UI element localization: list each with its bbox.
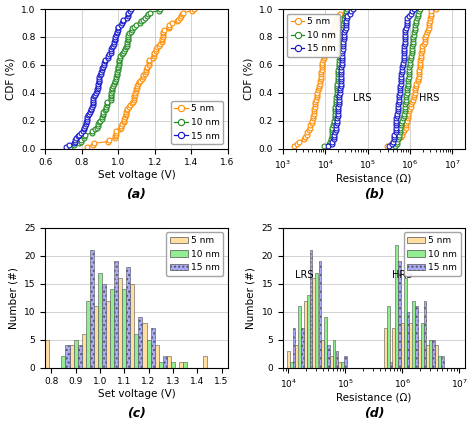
Bar [155, 345, 159, 368]
Bar [387, 306, 390, 368]
Bar [415, 306, 418, 368]
X-axis label: Resistance (Ω): Resistance (Ω) [336, 392, 411, 402]
Bar [341, 362, 344, 368]
Bar [395, 245, 398, 368]
Bar [312, 278, 316, 368]
Bar [392, 328, 395, 368]
Bar [82, 334, 86, 368]
Text: (a): (a) [127, 188, 146, 201]
Bar [338, 362, 341, 368]
Bar [65, 345, 70, 368]
Bar [429, 339, 432, 368]
Bar [287, 351, 290, 368]
Bar [45, 339, 49, 368]
Y-axis label: CDF (%): CDF (%) [243, 58, 253, 100]
Bar [151, 328, 155, 368]
Y-axis label: Number (#): Number (#) [246, 267, 256, 329]
Bar [418, 339, 421, 368]
Bar [86, 300, 90, 368]
Bar [159, 362, 163, 368]
Bar [114, 262, 118, 368]
Bar [73, 339, 78, 368]
Bar [407, 312, 410, 368]
Bar [438, 357, 441, 368]
Bar [94, 306, 98, 368]
Text: HRS: HRS [392, 270, 412, 280]
Bar [336, 351, 338, 368]
Bar [421, 323, 424, 368]
Bar [441, 357, 444, 368]
Bar [183, 362, 187, 368]
Bar [383, 328, 387, 368]
Bar [134, 334, 138, 368]
Bar [293, 328, 295, 368]
Bar [327, 345, 329, 368]
Bar [143, 323, 146, 368]
Bar [412, 300, 415, 368]
Bar [122, 289, 126, 368]
Bar [319, 262, 321, 368]
Text: (d): (d) [364, 407, 384, 419]
Bar [304, 300, 307, 368]
Bar [179, 362, 183, 368]
Bar [102, 284, 106, 368]
Bar [62, 357, 65, 368]
Bar [424, 300, 427, 368]
Bar [290, 362, 293, 368]
Bar [321, 339, 324, 368]
Bar [401, 323, 404, 368]
Bar [344, 357, 346, 368]
Bar [78, 345, 82, 368]
Bar [435, 345, 438, 368]
Bar [427, 345, 429, 368]
Bar [138, 317, 143, 368]
Bar [295, 345, 299, 368]
Legend: 5 nm, 10 nm, 15 nm: 5 nm, 10 nm, 15 nm [404, 232, 461, 276]
Text: HRS: HRS [419, 93, 439, 103]
Bar [98, 273, 102, 368]
X-axis label: Set voltage (V): Set voltage (V) [98, 170, 175, 180]
Bar [106, 300, 110, 368]
Text: LRS: LRS [295, 270, 313, 280]
Bar [203, 357, 207, 368]
Bar [90, 250, 94, 368]
Legend: 5 nm, 10 nm, 15 nm: 5 nm, 10 nm, 15 nm [166, 232, 223, 276]
Bar [126, 267, 130, 368]
Bar [146, 339, 151, 368]
Bar [70, 345, 73, 368]
Bar [398, 262, 401, 368]
Bar [333, 339, 336, 368]
Bar [118, 278, 122, 368]
X-axis label: Resistance (Ω): Resistance (Ω) [336, 173, 411, 184]
Bar [310, 250, 312, 368]
Text: (b): (b) [364, 188, 384, 201]
Legend: 5 nm, 10 nm, 15 nm: 5 nm, 10 nm, 15 nm [287, 14, 340, 57]
Text: LRS: LRS [353, 93, 372, 103]
Bar [316, 273, 319, 368]
Bar [171, 362, 175, 368]
Bar [163, 357, 167, 368]
Bar [301, 328, 304, 368]
Legend: 5 nm, 10 nm, 15 nm: 5 nm, 10 nm, 15 nm [171, 101, 223, 144]
Bar [410, 323, 412, 368]
Bar [404, 278, 407, 368]
Bar [299, 306, 301, 368]
Text: (c): (c) [127, 407, 146, 419]
Bar [390, 362, 392, 368]
X-axis label: Set voltage (V): Set voltage (V) [98, 389, 175, 399]
Y-axis label: CDF (%): CDF (%) [6, 58, 16, 100]
Bar [307, 295, 310, 368]
Y-axis label: Number (#): Number (#) [9, 267, 18, 329]
Bar [324, 317, 327, 368]
Bar [329, 357, 333, 368]
Bar [167, 357, 171, 368]
Bar [110, 289, 114, 368]
Bar [432, 339, 435, 368]
Bar [130, 284, 134, 368]
